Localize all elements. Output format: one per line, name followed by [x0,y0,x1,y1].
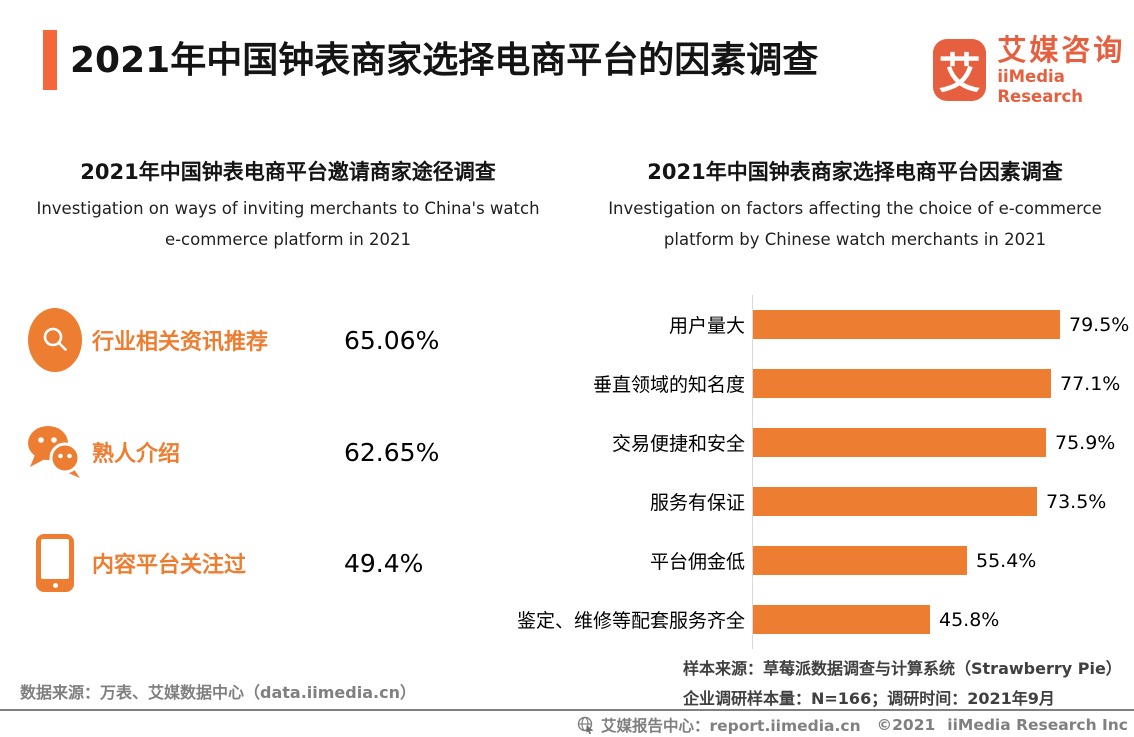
chart-row: 用户量大 79.5% [460,295,1130,354]
smartphone-icon [18,534,92,592]
logo-name-en: iiMedia Research [997,67,1084,106]
factor-bar-chart: 用户量大 79.5% 垂直领域的知名度 77.1% 交易便捷和安全 75.9% … [460,295,1130,649]
chart-row: 鉴定、维修等配套服务齐全 45.8% [460,590,1130,649]
corp-name-text: iiMedia Research Inc [947,716,1128,734]
iimedia-logo: 艾 艾媒咨询 iiMedia Research [933,33,1134,107]
bar-value-label: 77.1% [1060,372,1121,395]
bar-track: 55.4% [752,531,1130,590]
bar [753,310,1060,339]
logo-name-cn: 艾媒咨询 [997,33,1126,67]
bar-track: 75.9% [752,413,1130,472]
left-section-subtitle: Investigation on ways of inviting mercha… [18,193,558,255]
right-subtitle-line2: platform by Chinese watch merchants in 2… [663,230,1047,249]
bar-value-label: 45.8% [939,608,1000,631]
invite-item-label: 熟人介绍 [92,442,181,467]
chart-category-label: 平台佣金低 [649,551,745,573]
invite-item-acquaintance: 熟人介绍 62.65% [18,412,478,492]
globe-cursor-icon [577,716,595,734]
bar-value-label: 55.4% [976,549,1037,572]
report-center-link: 艾媒报告中心：report.iimedia.cn [601,717,861,735]
sample-notes: 样本来源：草莓派数据调查与计算系统（Strawberry Pie） 企业调研样本… [683,654,1122,714]
invite-item-content-platform: 内容平台关注过 49.4% [18,523,478,603]
bar-track: 45.8% [752,590,1130,649]
right-subtitle-line1: Investigation on factors affecting the c… [608,199,1102,218]
invite-item-value: 65.06% [344,325,440,355]
bar [753,546,967,575]
title-accent-bar [43,30,57,90]
iimedia-logo-icon: 艾 [933,39,987,101]
bar [753,369,1051,398]
wechat-icon [18,424,92,480]
footer-divider [0,709,1134,711]
chart-category-label: 用户量大 [668,315,745,337]
bar-track: 77.1% [752,354,1130,413]
invite-item-value: 62.65% [344,437,440,467]
iimedia-logo-text: 艾媒咨询 iiMedia Research [997,33,1134,107]
right-section-subtitle: Investigation on factors affecting the c… [585,193,1125,255]
bar-value-label: 73.5% [1046,490,1107,513]
bar [753,487,1037,516]
bar [753,605,930,634]
invite-item-industry-info: 行业相关资讯推荐 65.06% [18,300,478,380]
chart-category-label: 服务有保证 [649,492,745,514]
bar [753,428,1046,457]
invite-item-value: 49.4% [344,548,424,578]
sample-source-note: 样本来源：草莓派数据调查与计算系统（Strawberry Pie） [683,659,1122,678]
chart-row: 交易便捷和安全 75.9% [460,413,1130,472]
footer: 艾媒报告中心：report.iimedia.cn ©2021 iiMedia R… [577,713,1128,737]
left-section-title: 2021年中国钟表电商平台邀请商家途径调查 [80,160,496,184]
chart-category-label: 鉴定、维修等配套服务齐全 [516,610,745,632]
bar-track: 73.5% [752,472,1130,531]
search-icon [18,308,92,372]
invite-item-label: 内容平台关注过 [92,553,247,578]
bar-value-label: 75.9% [1055,431,1116,454]
left-subtitle-line1: Investigation on ways of inviting mercha… [36,199,540,218]
left-subtitle-line2: e-commerce platform in 2021 [164,230,412,249]
copyright-text: ©2021 [876,716,936,734]
data-source-note: 数据来源：万表、艾媒数据中心（data.iimedia.cn） [20,683,416,702]
chart-row: 平台佣金低 55.4% [460,531,1130,590]
invite-item-label: 行业相关资讯推荐 [92,330,269,355]
chart-category-label: 垂直领域的知名度 [592,374,745,396]
bar-track: 79.5% [752,295,1130,354]
chart-row: 服务有保证 73.5% [460,472,1130,531]
sample-size-note: 企业调研样本量：N=166；调研时间：2021年9月 [683,689,1055,708]
chart-category-label: 交易便捷和安全 [611,433,745,455]
page-title: 2021年中国钟表商家选择电商平台的因素调查 [70,40,819,81]
bar-value-label: 79.5% [1069,313,1130,336]
chart-row: 垂直领域的知名度 77.1% [460,354,1130,413]
right-section-title: 2021年中国钟表商家选择电商平台因素调查 [647,160,1063,184]
